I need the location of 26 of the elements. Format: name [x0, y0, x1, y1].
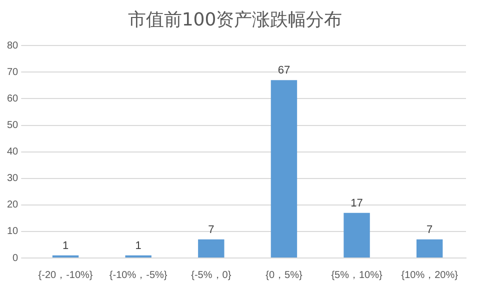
y-tick-label: 20	[7, 200, 19, 211]
y-tick-label: 30	[7, 173, 19, 184]
bar	[198, 239, 224, 258]
y-tick-label: 10	[7, 226, 19, 238]
data-label: 1	[135, 240, 142, 252]
y-tick-label: 50	[7, 120, 19, 131]
x-tick-label: {-5%，0}	[191, 270, 232, 281]
data-label: 7	[208, 224, 214, 236]
data-label: 7	[426, 224, 433, 236]
data-label: 17	[350, 197, 363, 210]
bar	[270, 80, 298, 258]
y-tick-label: 40	[7, 146, 19, 158]
data-label: 67	[278, 64, 290, 77]
x-tick-label: {0，5%}	[266, 270, 303, 281]
bar	[344, 212, 370, 258]
chart-title: 市值前100资产涨跌幅分布	[128, 9, 342, 30]
data-label: 1	[62, 240, 69, 252]
x-tick-label: {5%，10%}	[331, 270, 384, 281]
y-tick-label: 0	[12, 252, 19, 264]
y-tick-label: 60	[7, 93, 19, 104]
x-tick-label: {-20，-10%}	[38, 270, 94, 281]
y-tick-label: 80	[7, 40, 19, 52]
x-tick-label: {10%，20%}	[401, 270, 459, 281]
y-tick-label: 70	[7, 66, 19, 78]
bar	[416, 239, 443, 258]
x-tick-label: {-10%，-5%}	[109, 270, 168, 281]
